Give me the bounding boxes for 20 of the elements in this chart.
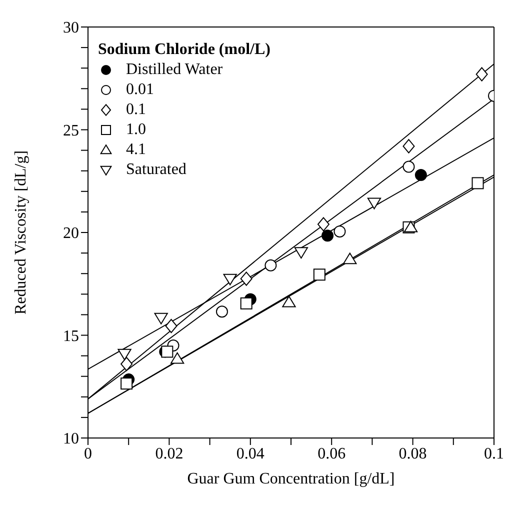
x-tick-label: 0 [84, 445, 92, 462]
y-tick-label: 10 [63, 430, 79, 448]
x-tick-label: 0.06 [318, 445, 346, 462]
y-tick-label: 30 [63, 20, 79, 37]
legend-label: 1.0 [126, 120, 146, 140]
x-tick-label: 0.04 [236, 445, 264, 462]
x-tick-label: 0.02 [155, 445, 184, 462]
legend-title: Sodium Chloride (mol/L) [98, 40, 270, 60]
y-tick-label: 20 [63, 225, 79, 242]
x-axis-title: Guar Gum Concentration [g/dL] [187, 470, 395, 488]
legend-label: Distilled Water [126, 60, 223, 80]
legend-label: 0.1 [126, 100, 146, 120]
legend-label: Saturated [126, 160, 186, 180]
x-tick-label: 0.08 [398, 445, 427, 462]
y-tick-label: 25 [63, 122, 79, 140]
y-axis-title: Reduced Viscosity [dL/g] [12, 150, 30, 315]
y-tick-label: 15 [63, 328, 79, 345]
legend-label: 4.1 [126, 140, 146, 160]
x-tick-label: 0.1 [484, 445, 504, 462]
legend-label: 0.01 [126, 80, 154, 100]
